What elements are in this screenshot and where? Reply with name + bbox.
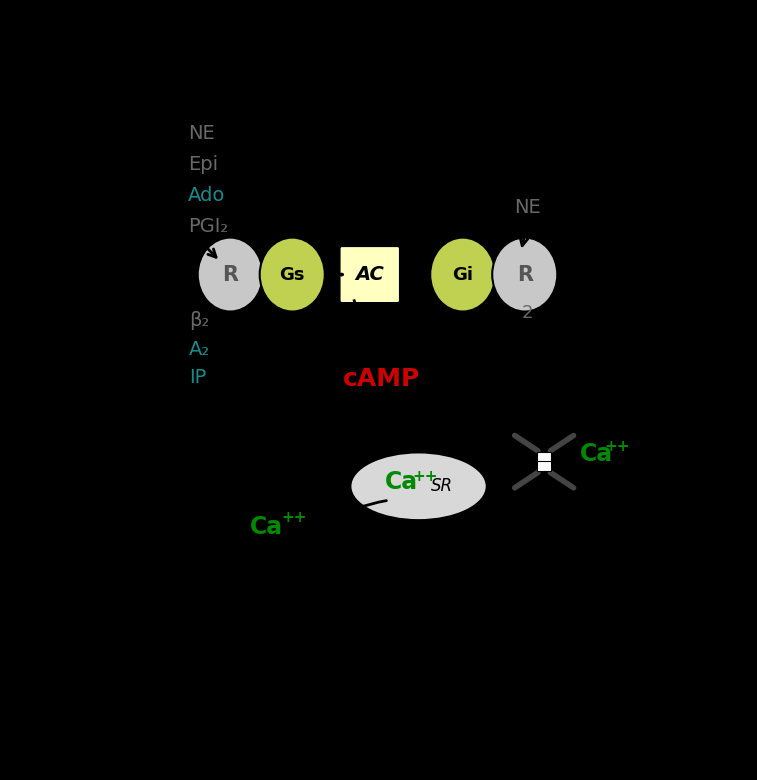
Text: β₂: β₂ [189, 311, 210, 330]
Text: ++: ++ [605, 439, 630, 454]
Ellipse shape [198, 238, 263, 311]
Text: Ca: Ca [385, 470, 418, 495]
Text: SR: SR [431, 477, 453, 495]
Bar [537, 460, 551, 471]
Text: R: R [517, 264, 533, 285]
Text: cAMP: cAMP [343, 367, 420, 391]
Text: Ca: Ca [250, 515, 283, 539]
Bar [537, 452, 551, 463]
Text: ++: ++ [282, 509, 307, 525]
Text: AC: AC [355, 265, 384, 284]
Text: IP: IP [189, 368, 207, 387]
FancyBboxPatch shape [340, 246, 400, 303]
Text: Ado: Ado [188, 186, 225, 204]
Ellipse shape [430, 238, 495, 311]
Ellipse shape [350, 452, 487, 520]
Text: NE: NE [514, 198, 540, 217]
Text: NE: NE [188, 124, 214, 144]
Text: PGI₂: PGI₂ [188, 217, 228, 236]
Text: R: R [223, 264, 238, 285]
Text: A₂: A₂ [189, 340, 210, 359]
Ellipse shape [260, 238, 325, 311]
Text: ++: ++ [412, 469, 438, 484]
Text: 2: 2 [522, 304, 533, 322]
Text: Gi: Gi [452, 265, 473, 284]
Ellipse shape [492, 238, 557, 311]
Text: Epi: Epi [188, 155, 218, 174]
Text: Ca: Ca [580, 442, 613, 466]
Text: Gs: Gs [279, 265, 305, 284]
